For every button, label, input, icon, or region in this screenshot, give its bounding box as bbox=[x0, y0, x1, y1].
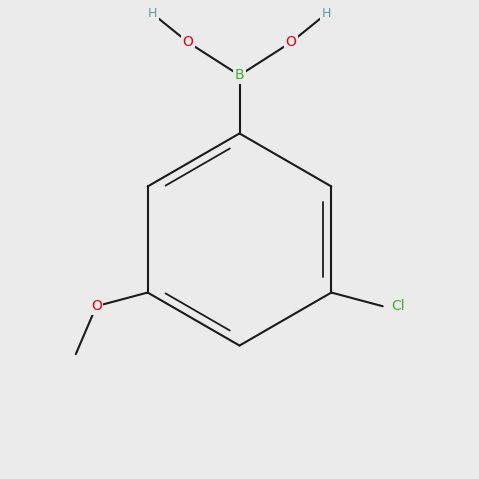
Text: H: H bbox=[322, 7, 331, 20]
Text: H: H bbox=[148, 7, 157, 20]
Text: Cl: Cl bbox=[391, 299, 405, 313]
Text: B: B bbox=[235, 68, 244, 82]
Text: O: O bbox=[91, 299, 102, 313]
Text: O: O bbox=[183, 35, 194, 49]
Text: O: O bbox=[285, 35, 296, 49]
